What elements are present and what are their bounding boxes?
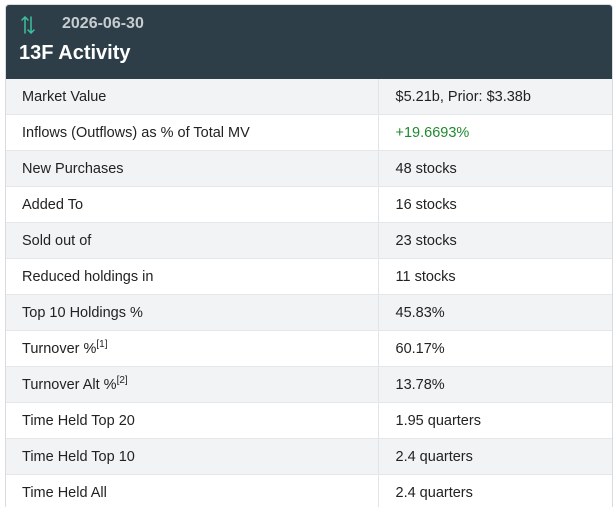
row-value: 2.4 quarters xyxy=(378,475,612,507)
row-label: Market Value xyxy=(6,79,378,115)
report-date: 2026-06-30 xyxy=(62,15,144,33)
row-value: 16 stocks xyxy=(378,187,612,223)
table-row: Time Held Top 20 1.95 quarters xyxy=(6,403,612,439)
card-title: 13F Activity xyxy=(19,42,131,65)
row-value: 11 stocks xyxy=(378,259,612,295)
row-value: $5.21b, Prior: $3.38b xyxy=(378,79,612,115)
row-value: 2.4 quarters xyxy=(378,439,612,475)
row-value: 48 stocks xyxy=(378,151,612,187)
row-value: 13.78% xyxy=(378,367,612,403)
table-row: Inflows (Outflows) as % of Total MV +19.… xyxy=(6,115,612,151)
table-row: Time Held Top 10 2.4 quarters xyxy=(6,439,612,475)
row-label: Time Held Top 20 xyxy=(6,403,378,439)
row-label: Reduced holdings in xyxy=(6,259,378,295)
row-value: 23 stocks xyxy=(378,223,612,259)
table-row: Turnover Alt %[2] 13.78% xyxy=(6,367,612,403)
row-label: Inflows (Outflows) as % of Total MV xyxy=(6,115,378,151)
table-row: New Purchases 48 stocks xyxy=(6,151,612,187)
footnote-link[interactable]: [1] xyxy=(96,339,107,350)
table-row: Sold out of 23 stocks xyxy=(6,223,612,259)
table-row: Time Held All 2.4 quarters xyxy=(6,475,612,507)
row-value: 1.95 quarters xyxy=(378,403,612,439)
footnote-link[interactable]: [2] xyxy=(117,375,128,386)
row-label: Added To xyxy=(6,187,378,223)
activity-table: Market Value $5.21b, Prior: $3.38b Inflo… xyxy=(6,79,612,507)
row-label: Sold out of xyxy=(6,223,378,259)
card-header: 2026-06-30 13F Activity xyxy=(6,5,612,79)
table-row: Market Value $5.21b, Prior: $3.38b xyxy=(6,79,612,115)
row-label: Time Held Top 10 xyxy=(6,439,378,475)
activity-card: 2026-06-30 13F Activity Market Value $5.… xyxy=(5,4,613,507)
up-down-arrows-icon xyxy=(20,14,36,36)
row-label: Time Held All xyxy=(6,475,378,507)
table-row: Reduced holdings in 11 stocks xyxy=(6,259,612,295)
row-value: 45.83% xyxy=(378,295,612,331)
row-label-cell: Turnover Alt %[2] xyxy=(6,367,378,403)
row-label-cell: Turnover %[1] xyxy=(6,331,378,367)
table-row: Top 10 Holdings % 45.83% xyxy=(6,295,612,331)
table-row: Turnover %[1] 60.17% xyxy=(6,331,612,367)
row-value: +19.6693% xyxy=(378,115,612,151)
row-label: New Purchases xyxy=(6,151,378,187)
row-label: Top 10 Holdings % xyxy=(6,295,378,331)
row-value: 60.17% xyxy=(378,331,612,367)
table-row: Added To 16 stocks xyxy=(6,187,612,223)
row-label: Turnover % xyxy=(22,341,96,357)
row-label: Turnover Alt % xyxy=(22,377,117,393)
